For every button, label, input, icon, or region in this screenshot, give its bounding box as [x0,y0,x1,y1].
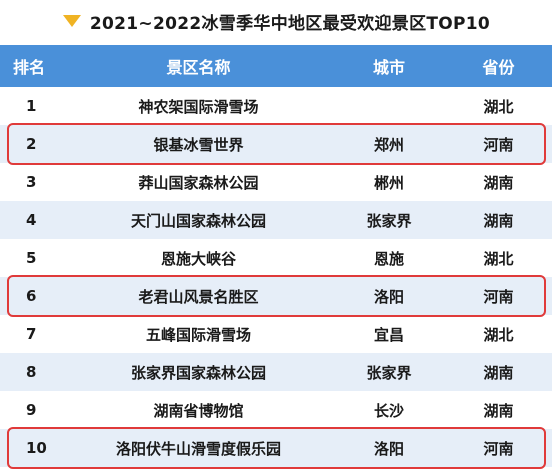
header-rank: 排名 [0,45,64,87]
cell-province: 湖南 [445,163,552,201]
cell-name: 银基冰雪世界 [64,125,333,163]
cell-city: 张家界 [333,201,445,239]
cell-name: 洛阳伏牛山滑雪度假乐园 [64,429,333,467]
cell-rank: 1 [0,87,64,125]
page-title: 2021~2022冰雪季华中地区最受欢迎景区TOP10 [89,13,491,34]
cell-province: 湖南 [445,391,552,429]
cell-province: 河南 [445,277,552,315]
table-body: 1 神农架国际滑雪场 湖北 2 银基冰雪世界 郑州 河南 3 莽山国家森林公园 郴州 湖南 4 天门山国… [0,87,552,467]
cell-city [333,87,445,125]
cell-city: 郑州 [333,125,445,163]
cell-name: 神农架国际滑雪场 [64,87,333,125]
cell-province: 河南 [445,429,552,467]
cell-city: 恩施 [333,239,445,277]
cell-name: 莽山国家森林公园 [64,163,333,201]
table-row: 3 莽山国家森林公园 郴州 湖南 [0,163,552,201]
cell-province: 湖北 [445,87,552,125]
table-row: 9 湖南省博物馆 长沙 湖南 [0,391,552,429]
cell-rank: 2 [0,125,64,163]
triangle-down-icon [62,15,81,27]
cell-rank: 8 [0,353,64,391]
table-row: 6 老君山风景名胜区 洛阳 河南 [0,277,552,315]
cell-name: 张家界国家森林公园 [64,353,333,391]
cell-city: 张家界 [333,353,445,391]
table-row: 1 神农架国际滑雪场 湖北 [0,87,552,125]
cell-rank: 9 [0,391,64,429]
cell-province: 湖北 [445,315,552,353]
title-bar: 2021~2022冰雪季华中地区最受欢迎景区TOP10 [0,0,552,42]
header-city: 城市 [333,45,445,87]
cell-city: 洛阳 [333,277,445,315]
cell-city: 洛阳 [333,429,445,467]
cell-rank: 7 [0,315,64,353]
header-name: 景区名称 [64,45,333,87]
header-province: 省份 [445,45,552,87]
cell-province: 湖南 [445,201,552,239]
cell-rank: 5 [0,239,64,277]
table-header-row: 排名 景区名称 城市 省份 [0,45,552,87]
cell-name: 恩施大峡谷 [64,239,333,277]
table-row: 10 洛阳伏牛山滑雪度假乐园 洛阳 河南 [0,429,552,467]
table-row: 8 张家界国家森林公园 张家界 湖南 [0,353,552,391]
cell-province: 河南 [445,125,552,163]
cell-name: 天门山国家森林公园 [64,201,333,239]
cell-rank: 6 [0,277,64,315]
cell-rank: 3 [0,163,64,201]
cell-province: 湖北 [445,239,552,277]
cell-rank: 4 [0,201,64,239]
cell-name: 湖南省博物馆 [64,391,333,429]
cell-city: 宜昌 [333,315,445,353]
cell-name: 老君山风景名胜区 [64,277,333,315]
ranking-table: 排名 景区名称 城市 省份 1 神农架国际滑雪场 湖北 2 银基冰雪世界 郑州 河南 3 莽山国… [0,45,552,467]
table-row: 4 天门山国家森林公园 张家界 湖南 [0,201,552,239]
cell-rank: 10 [0,429,64,467]
cell-name: 五峰国际滑雪场 [64,315,333,353]
table-row: 7 五峰国际滑雪场 宜昌 湖北 [0,315,552,353]
cell-city: 长沙 [333,391,445,429]
table-row: 5 恩施大峡谷 恩施 湖北 [0,239,552,277]
table-row: 2 银基冰雪世界 郑州 河南 [0,125,552,163]
cell-city: 郴州 [333,163,445,201]
cell-province: 湖南 [445,353,552,391]
